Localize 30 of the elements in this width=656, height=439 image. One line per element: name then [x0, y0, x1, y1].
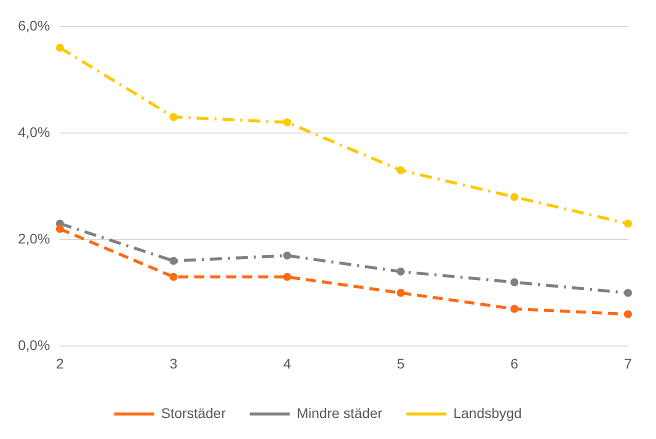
point	[624, 220, 632, 228]
legend-label: Mindre städer	[296, 404, 383, 421]
y-tick-label: 0,0%	[18, 337, 50, 354]
point	[624, 310, 632, 318]
y-tick-label: 4,0%	[18, 124, 50, 140]
point	[283, 272, 292, 281]
point	[396, 288, 405, 297]
point	[170, 272, 178, 281]
x-tick-label: 2	[56, 355, 64, 372]
x-tick-label: 3	[170, 355, 178, 372]
point	[510, 278, 518, 286]
point	[56, 224, 64, 233]
point	[56, 44, 64, 52]
x-tick-label: 4	[283, 355, 292, 372]
point	[170, 113, 178, 122]
point	[396, 268, 405, 276]
point	[510, 304, 518, 313]
x-tick-label: 6	[510, 355, 518, 372]
point	[283, 252, 292, 260]
legend-label: Landsbygd	[453, 404, 522, 421]
y-tick-label: 6,0%	[18, 17, 50, 34]
point	[170, 256, 178, 265]
point	[283, 118, 292, 126]
y-tick-label: 2,0%	[18, 230, 50, 246]
x-tick-label: 7	[624, 355, 632, 372]
x-tick-label: 5	[396, 355, 405, 372]
point	[624, 288, 632, 297]
point	[396, 166, 405, 174]
legend-label: Storstäder	[161, 404, 226, 421]
point	[510, 192, 518, 201]
